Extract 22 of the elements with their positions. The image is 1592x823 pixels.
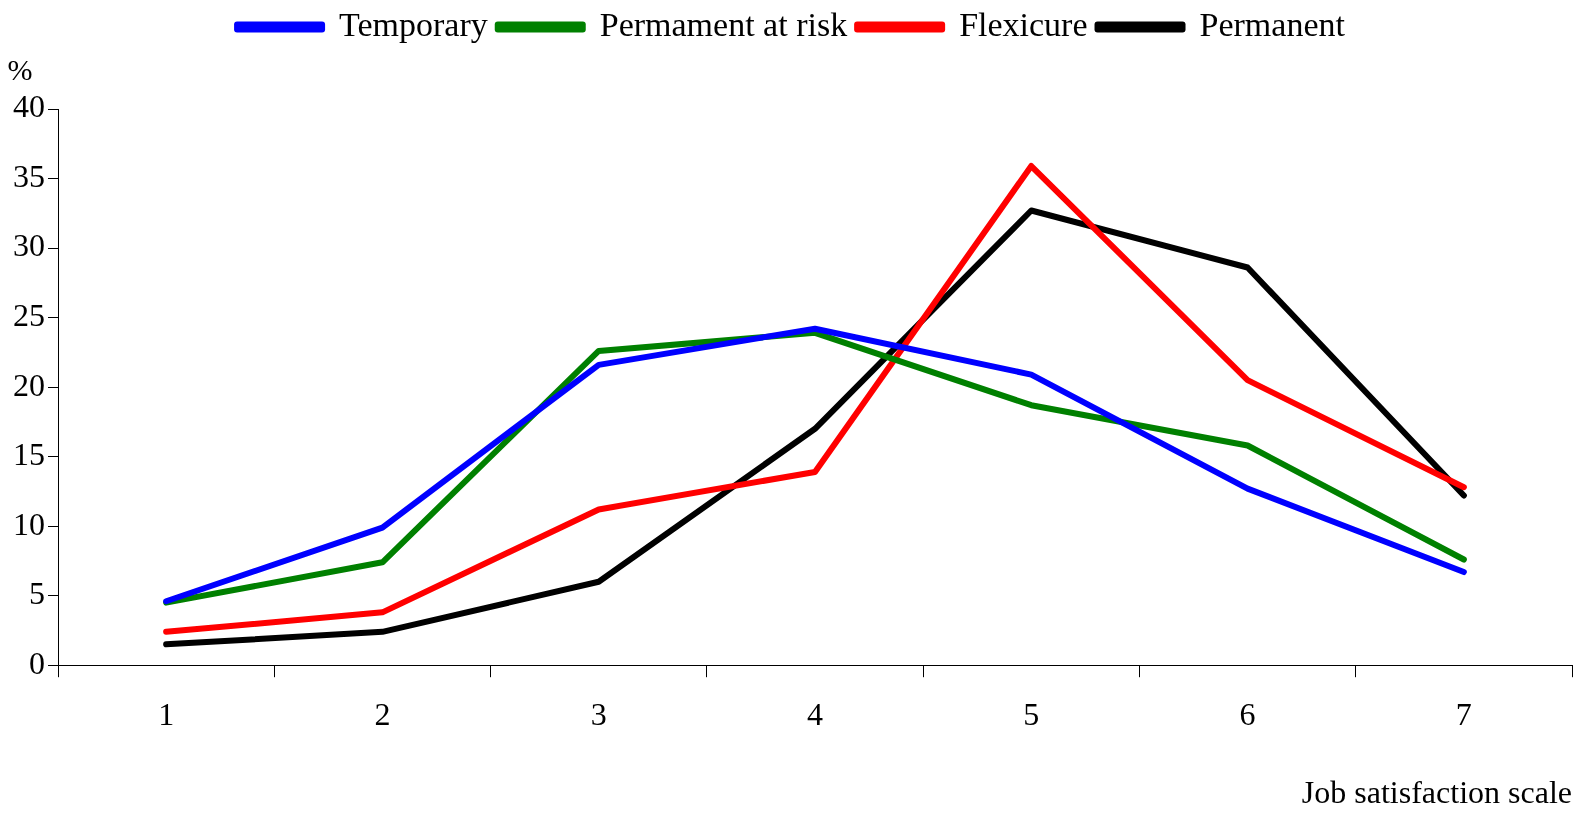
y-tick-label: 30 bbox=[13, 227, 45, 264]
y-tick-label: 5 bbox=[29, 575, 45, 612]
x-tick-label: 2 bbox=[374, 695, 391, 732]
y-tick-label: 0 bbox=[29, 644, 45, 681]
legend-label: Temporary bbox=[339, 5, 488, 43]
legend-label: Flexicure bbox=[959, 5, 1088, 43]
legend-label: Permament at risk bbox=[599, 5, 848, 43]
y-tick-label: 25 bbox=[13, 296, 45, 333]
x-tick-label: 1 bbox=[158, 695, 175, 732]
x-tick-label: 6 bbox=[1239, 695, 1256, 732]
x-tick-label: 7 bbox=[1455, 695, 1472, 732]
y-tick-label: 40 bbox=[13, 88, 45, 125]
legend-label: Permanent bbox=[1199, 5, 1346, 43]
x-axis-title: Job satisfaction scale bbox=[1301, 774, 1572, 811]
y-tick-label: 10 bbox=[13, 505, 45, 542]
y-tick-label: 15 bbox=[13, 436, 45, 473]
y-tick-label: 35 bbox=[13, 157, 45, 194]
x-tick-label: 4 bbox=[807, 695, 823, 732]
x-tick-label: 3 bbox=[590, 695, 607, 732]
y-axis-title: % bbox=[7, 52, 33, 86]
y-tick-label: 20 bbox=[13, 366, 45, 403]
x-tick-label: 5 bbox=[1023, 695, 1040, 732]
